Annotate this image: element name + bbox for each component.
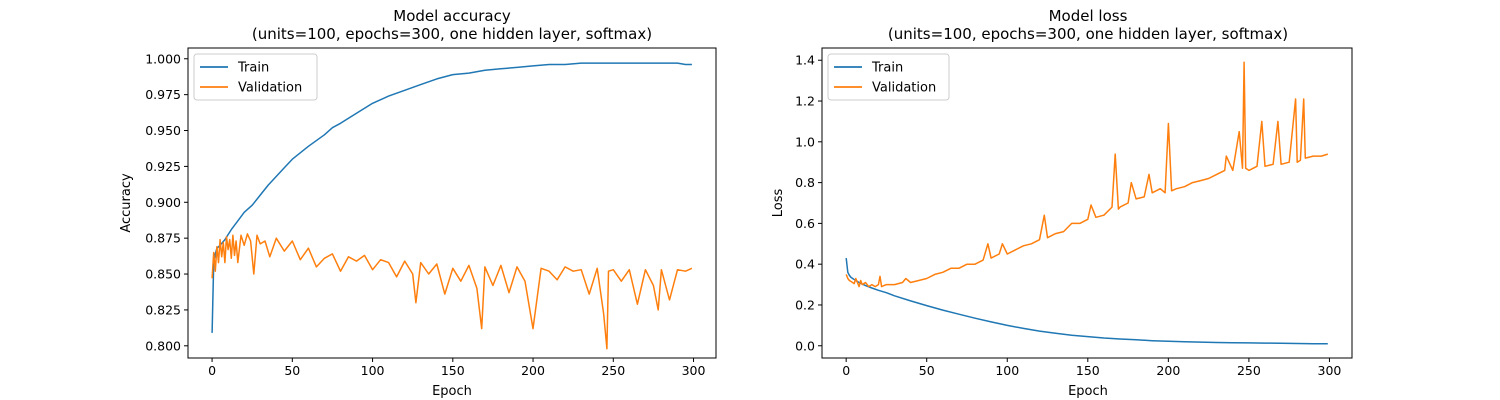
y-tick-label: 1.000 (145, 51, 181, 66)
y-tick-label: 0.0 (795, 338, 815, 353)
y-tick-label: 0.2 (795, 297, 815, 312)
x-tick-label: 300 (682, 363, 706, 378)
y-tick-label: 0.925 (145, 159, 181, 174)
y-tick-label: 1.4 (795, 53, 815, 68)
y-tick-label: 0.800 (145, 338, 181, 353)
x-tick-label: 150 (1076, 363, 1100, 378)
y-tick-label: 1.2 (795, 94, 815, 109)
x-tick-label: 300 (1318, 363, 1342, 378)
y-tick-label: 0.6 (795, 216, 815, 231)
chart-subtitle: (units=100, epochs=300, one hidden layer… (888, 25, 1288, 43)
y-tick-label: 0.825 (145, 302, 181, 317)
loss-plot-area: 0 50 100 150 200 250 300 0.0 0.2 0.4 0.6 0.8 1.0 1.2 1… (795, 47, 1353, 378)
chart-subtitle: (units=100, epochs=300, one hidden layer… (252, 25, 652, 43)
y-tick-label: 0.4 (795, 257, 815, 272)
chart-title: Model accuracy (393, 7, 511, 25)
y-tick-label: 1.0 (795, 134, 815, 149)
y-axis-label: Accuracy (119, 173, 134, 233)
legend-box (827, 53, 950, 101)
series-line-train (845, 258, 1328, 345)
y-tick-label: 0.950 (145, 123, 181, 138)
x-tick-label: 100 (361, 363, 385, 378)
x-tick-label: 200 (521, 363, 545, 378)
x-tick-label: 100 (995, 363, 1019, 378)
y-tick-label: 0.975 (145, 87, 181, 102)
y-tick-label: 0.900 (145, 195, 181, 210)
loss-chart: Model loss (units=100, epochs=300, one h… (771, 7, 1353, 399)
legend-label-train: Train (237, 61, 269, 76)
x-tick-label: 50 (284, 363, 300, 378)
x-tick-label: 150 (441, 363, 465, 378)
accuracy-chart: Model accuracy (units=100, epochs=300, o… (119, 7, 717, 399)
x-tick-label: 250 (1237, 363, 1261, 378)
legend-box (193, 53, 318, 101)
legend-label-validation: Validation (872, 81, 936, 96)
accuracy-plot-area: 0 50 100 150 200 250 300 0.800 0.825 0.850 0.875 0.… (145, 47, 717, 378)
y-tick-label: 0.875 (145, 231, 181, 246)
x-axis-label: Epoch (432, 384, 472, 399)
legend-label-train: Train (871, 61, 903, 76)
chart-title: Model loss (1049, 7, 1128, 25)
series-line-validation (845, 61, 1329, 288)
series-line-validation (211, 233, 693, 350)
series-line-train (211, 62, 692, 333)
x-tick-label: 200 (1156, 363, 1180, 378)
legend-label-validation: Validation (238, 81, 302, 96)
y-tick-label: 0.8 (795, 175, 815, 190)
x-tick-label: 0 (208, 363, 216, 378)
y-axis-label: Loss (771, 189, 786, 218)
axes-frame (187, 47, 717, 359)
y-tick-label: 0.850 (145, 267, 181, 282)
axes-frame (821, 47, 1353, 359)
x-tick-label: 0 (842, 363, 850, 378)
x-axis-label: Epoch (1068, 384, 1108, 399)
x-tick-label: 50 (919, 363, 935, 378)
x-tick-label: 250 (601, 363, 625, 378)
